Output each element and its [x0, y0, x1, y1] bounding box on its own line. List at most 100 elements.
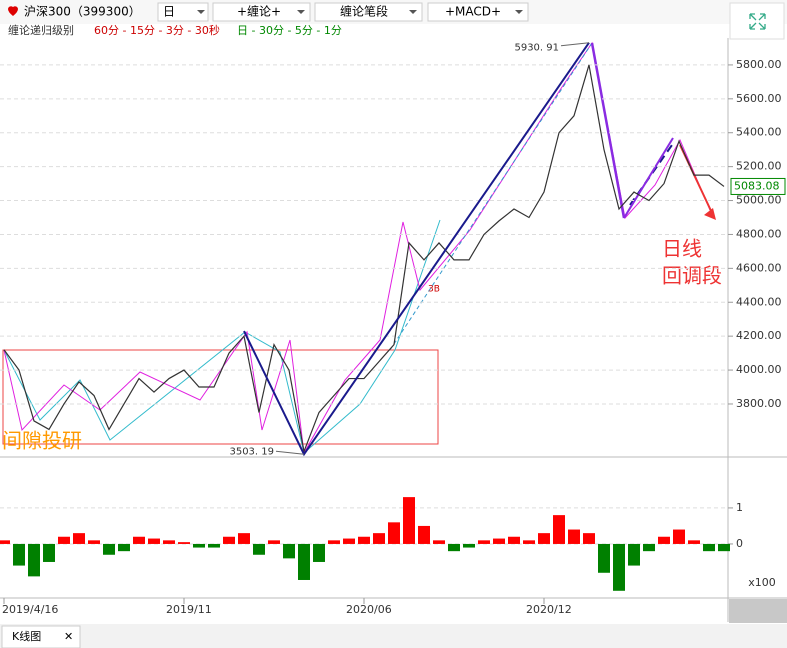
macd-bar [133, 536, 145, 544]
macd-bar [403, 497, 415, 544]
dropdown-arrow [409, 10, 417, 14]
pivot-label: 5930. 91 [514, 43, 559, 54]
macd-bar [688, 540, 700, 544]
macd-bar [523, 540, 535, 544]
macd-bar [568, 529, 580, 544]
macd-bar [148, 538, 160, 544]
annotation: 3B [428, 285, 440, 295]
macd-bar [223, 536, 235, 544]
legend-label: 缠论递归级别 [8, 23, 74, 37]
y-tick-label: 4400.00 [736, 295, 782, 308]
tab-bar [0, 624, 787, 648]
chanlun: +缠论+ [237, 4, 281, 19]
tab[interactable] [1, 625, 81, 648]
axis-corner [729, 599, 787, 623]
macd-bar [493, 538, 505, 544]
y-tick-label: 3800.00 [736, 397, 782, 410]
macd-bar [58, 536, 70, 544]
y-tick-label: 5800.00 [736, 58, 782, 71]
pivot-leader [275, 450, 305, 455]
purple-stroke [623, 137, 674, 219]
macd-bar [268, 540, 280, 544]
macd-bar [373, 533, 385, 544]
dashed-stroke [389, 42, 593, 351]
macd-bar [193, 543, 205, 548]
tab-close[interactable]: ✕ [64, 630, 73, 643]
macd-bar [388, 522, 400, 544]
y-tick-label: 5200.00 [736, 160, 782, 173]
period-select[interactable] [157, 2, 209, 22]
macd-bar [343, 538, 355, 544]
dropdown-arrow [515, 10, 523, 14]
macd-bar [448, 543, 460, 552]
legend-minor: 60分 - 15分 - 3分 - 30秒 [94, 23, 220, 37]
macd-bar [283, 543, 295, 559]
annotation: 回调段 [662, 264, 722, 288]
indicator-select[interactable] [427, 2, 529, 22]
fullscreen-icon [749, 13, 766, 30]
y-tick-label: 4800.00 [736, 227, 782, 240]
chanlun-select[interactable] [212, 2, 311, 22]
period: 日 [163, 5, 175, 19]
macd-bar [643, 543, 655, 552]
tab-label: K线图 [12, 629, 41, 643]
macd-bar [673, 529, 685, 544]
x-tick-label: 2019/11 [166, 603, 212, 616]
fullscreen-button[interactable] [729, 2, 785, 40]
macd-bar [313, 543, 325, 562]
macd-bar [178, 542, 190, 544]
y-tick-label: 5600.00 [736, 92, 782, 105]
symbol[interactable]: 沪深300（399300） [24, 5, 141, 19]
macd-bar [238, 533, 250, 544]
legend-major: 日 - 30分 - 5分 - 1分 [237, 24, 342, 37]
purple-stroke [590, 42, 626, 219]
macd-bar [718, 543, 730, 552]
y-tick-label: 5000.00 [736, 194, 782, 207]
macd-bar [463, 543, 475, 548]
macd-bar [43, 543, 55, 562]
macd-bar [103, 543, 115, 555]
unit-label: x100 [748, 576, 776, 589]
macd-bar [553, 515, 565, 544]
macd-bar [253, 543, 265, 555]
macd-bar [598, 543, 610, 573]
macd-bar [628, 543, 640, 566]
y-tick-label: 4000.00 [736, 363, 782, 376]
favorite-icon[interactable] [8, 6, 18, 16]
pivot-leader [560, 42, 590, 47]
arrow-head [704, 208, 716, 220]
last-price-box [730, 177, 786, 195]
y-tick-label: 1 [736, 501, 743, 514]
macd-bar [118, 543, 130, 552]
cyan-strokes [3, 219, 441, 454]
y-tick-label: 0 [736, 537, 743, 550]
price-line [3, 64, 725, 454]
macd-bar [703, 543, 715, 552]
macd-bar [208, 543, 220, 548]
macd-bar [433, 540, 445, 544]
annotation: 日线 [662, 237, 702, 261]
macd-bar [328, 540, 340, 544]
macd-bar [418, 525, 430, 544]
segments-select[interactable] [314, 2, 423, 22]
macd-bar [88, 540, 100, 544]
x-tick-label: 2020/12 [526, 603, 572, 616]
segments: 缠论笔段 [340, 4, 388, 19]
indicator: +MACD+ [445, 5, 501, 19]
pivot-line [243, 42, 590, 457]
macd-bar [508, 536, 520, 544]
y-tick-label: 4600.00 [736, 261, 782, 274]
x-tick-label: 2019/4/16 [2, 603, 58, 616]
macd-bar [658, 536, 670, 544]
pivot-box [2, 349, 439, 445]
y-tick-label: 5400.00 [736, 126, 782, 139]
x-tick-label: 2020/06 [346, 603, 392, 616]
dropdown-arrow [197, 10, 205, 14]
macd-bar [538, 533, 550, 544]
macd-bar [28, 543, 40, 577]
last-price-label: 5083.08 [734, 179, 780, 192]
macd-bar [73, 533, 85, 544]
pivot-label: 3503. 19 [229, 446, 274, 457]
